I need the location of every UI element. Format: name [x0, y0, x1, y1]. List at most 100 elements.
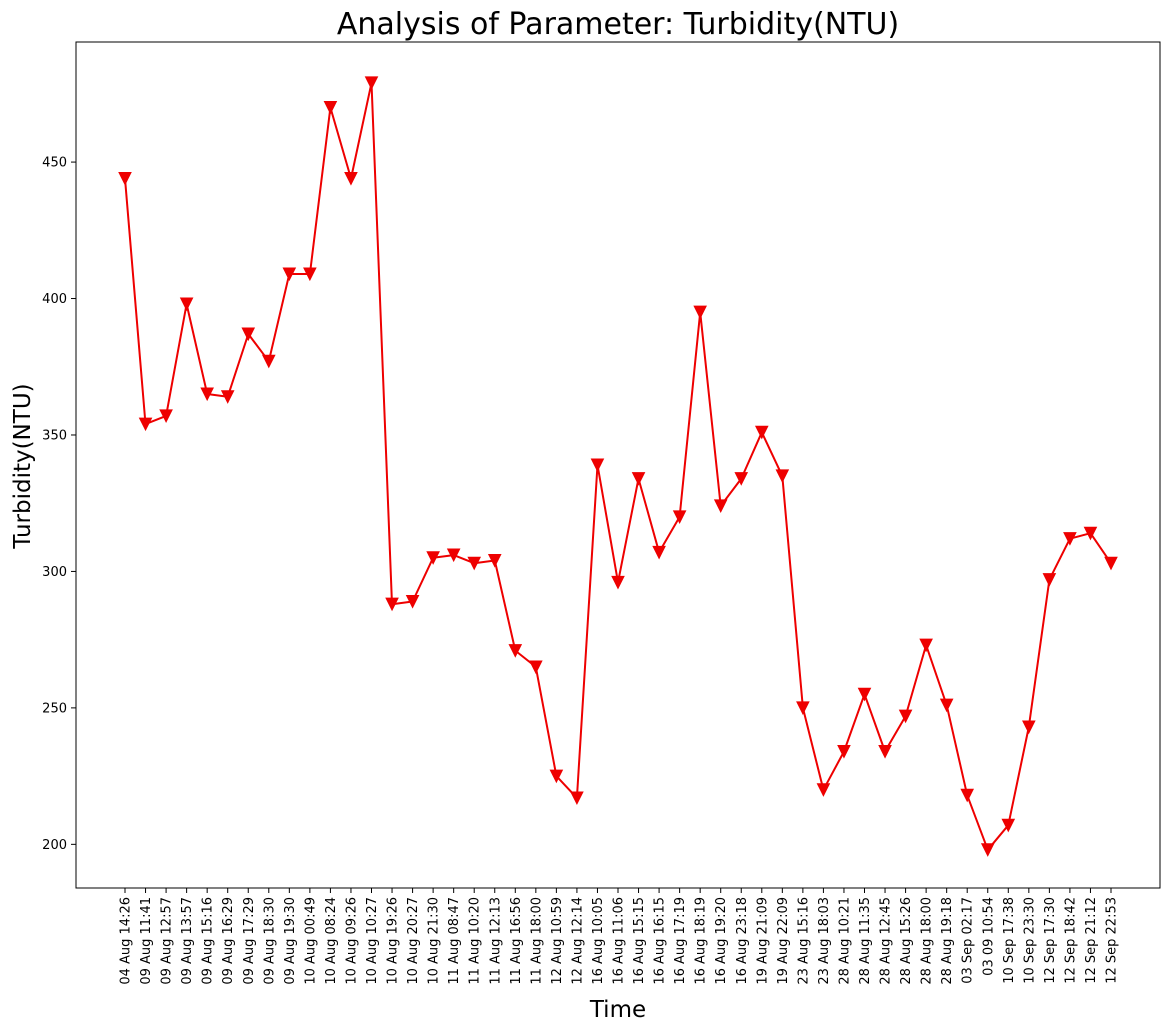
data-point-marker	[693, 305, 707, 320]
data-point-marker	[939, 698, 954, 713]
x-tick-label: 10 Aug 08:24	[324, 897, 339, 985]
x-tick-label: 16 Aug 17:19	[673, 897, 688, 985]
x-tick-label: 03 09 10:54	[981, 897, 996, 976]
x-tick-label: 10 Aug 00:49	[303, 897, 318, 985]
data-point-marker	[508, 644, 523, 658]
x-tick-label: 09 Aug 13:57	[180, 897, 195, 985]
data-point-marker	[980, 843, 995, 857]
data-point-marker	[487, 554, 502, 568]
data-point-marker	[405, 594, 420, 609]
y-tick-label: 400	[42, 292, 67, 307]
y-axis-label: Turbidity(NTU)	[10, 383, 36, 549]
data-point-marker	[816, 783, 831, 797]
x-tick-label: 10 Aug 09:26	[344, 897, 359, 985]
x-tick-label: 12 Aug 12:14	[570, 897, 585, 985]
x-tick-label: 10 Aug 20:27	[406, 897, 421, 985]
data-point-marker	[529, 660, 543, 675]
data-point-marker	[1042, 573, 1057, 587]
data-point-marker	[179, 297, 194, 312]
x-tick-label: 16 Aug 11:06	[612, 897, 627, 985]
data-point-marker	[138, 417, 153, 432]
x-tick-label: 16 Aug 10:05	[591, 897, 606, 985]
x-tick-label: 16 Aug 19:20	[714, 897, 729, 985]
x-tick-label: 16 Aug 18:19	[694, 897, 709, 985]
data-point-marker	[652, 545, 666, 560]
x-tick-label: 12 Sep 21:12	[1084, 897, 1099, 984]
x-tick-label: 03 Sep 02:17	[961, 897, 976, 984]
x-tick-label: 19 Aug 21:09	[755, 897, 770, 985]
plot-frame	[75, 41, 1161, 889]
data-point-marker	[754, 425, 769, 440]
x-tick-label: 23 Aug 18:03	[817, 897, 832, 985]
x-tick-label: 09 Aug 11:41	[139, 897, 154, 985]
data-point-marker	[344, 171, 358, 186]
data-point-marker	[323, 100, 338, 115]
data-point-marker	[261, 354, 276, 369]
x-tick-label: 16 Aug 23:18	[735, 897, 750, 985]
x-tick-label: 11 Aug 10:20	[468, 897, 483, 985]
data-point-marker	[570, 791, 584, 806]
data-point-marker	[857, 687, 872, 702]
chart-title: Analysis of Parameter: Turbidity(NTU)	[337, 7, 899, 42]
data-point-marker	[385, 597, 399, 612]
y-tick-label: 250	[42, 701, 67, 716]
data-point-marker	[446, 548, 461, 563]
data-point-marker	[898, 709, 913, 724]
x-tick-label: 28 Aug 10:21	[837, 897, 852, 985]
x-tick-label: 19 Aug 22:09	[776, 897, 791, 985]
x-tick-label: 09 Aug 19:30	[283, 897, 298, 985]
x-tick-label: 04 Aug 14:26	[119, 897, 134, 985]
x-tick-label: 11 Aug 08:47	[447, 897, 462, 985]
y-tick-label: 350	[42, 428, 67, 443]
x-axis-label: Time	[589, 997, 646, 1023]
x-tick-label: 16 Aug 15:15	[632, 897, 647, 985]
data-point-marker	[118, 171, 132, 186]
data-point-marker	[960, 788, 975, 803]
plot-area: 200 250 300 350 400 450 04 Aug 14:26 09 Aug 11:…	[42, 76, 1120, 985]
y-tick-label: 300	[42, 565, 67, 580]
data-point-marker	[611, 575, 625, 590]
data-point-marker	[303, 267, 317, 282]
data-point-marker	[775, 469, 790, 484]
data-point-marker	[713, 499, 728, 514]
data-point-marker	[241, 327, 256, 342]
data-point-marker	[467, 556, 482, 571]
x-tick-label: 11 Aug 16:56	[509, 897, 524, 985]
x-tick-label: 11 Aug 18:00	[529, 897, 544, 985]
data-point-marker	[837, 745, 851, 759]
x-tick-label: 09 Aug 18:30	[262, 897, 277, 985]
x-tick-label: 23 Aug 15:16	[796, 897, 811, 985]
x-tick-label: 10 Aug 21:30	[427, 897, 442, 985]
data-point-marker	[878, 745, 892, 759]
data-point-marker	[549, 769, 564, 784]
x-tick-label: 10 Aug 10:27	[365, 897, 380, 985]
x-tick-label: 16 Aug 16:15	[653, 897, 668, 985]
data-point-marker	[672, 510, 687, 524]
data-point-marker	[282, 267, 297, 282]
x-tick-label: 12 Sep 22:53	[1105, 897, 1120, 984]
x-tick-label: 28 Aug 18:00	[920, 897, 935, 985]
data-point-marker	[1022, 720, 1036, 735]
data-point-marker	[1104, 556, 1118, 571]
x-tick-label: 12 Aug 10:59	[550, 897, 565, 985]
data-point-marker	[220, 390, 235, 404]
x-tick-label: 09 Aug 12:57	[160, 897, 175, 985]
data-point-marker	[919, 638, 933, 653]
data-point-marker	[1083, 526, 1098, 541]
data-point-marker	[796, 701, 810, 716]
y-tick-label: 200	[42, 838, 67, 853]
data-point-marker	[200, 387, 214, 402]
y-tick-label: 450	[42, 156, 67, 171]
data-point-marker	[1063, 532, 1077, 546]
x-tick-label: 12 Sep 17:30	[1043, 897, 1058, 984]
x-tick-label: 11 Aug 12:13	[488, 897, 503, 985]
data-point-marker	[159, 409, 173, 423]
data-point-marker	[426, 551, 440, 565]
x-tick-label: 09 Aug 16:29	[221, 897, 236, 985]
data-point-marker	[1001, 818, 1016, 833]
x-tick-label: 09 Aug 15:16	[201, 897, 216, 985]
data-point-marker	[631, 472, 646, 486]
x-tick-label: 10 Sep 23:30	[1022, 897, 1037, 984]
